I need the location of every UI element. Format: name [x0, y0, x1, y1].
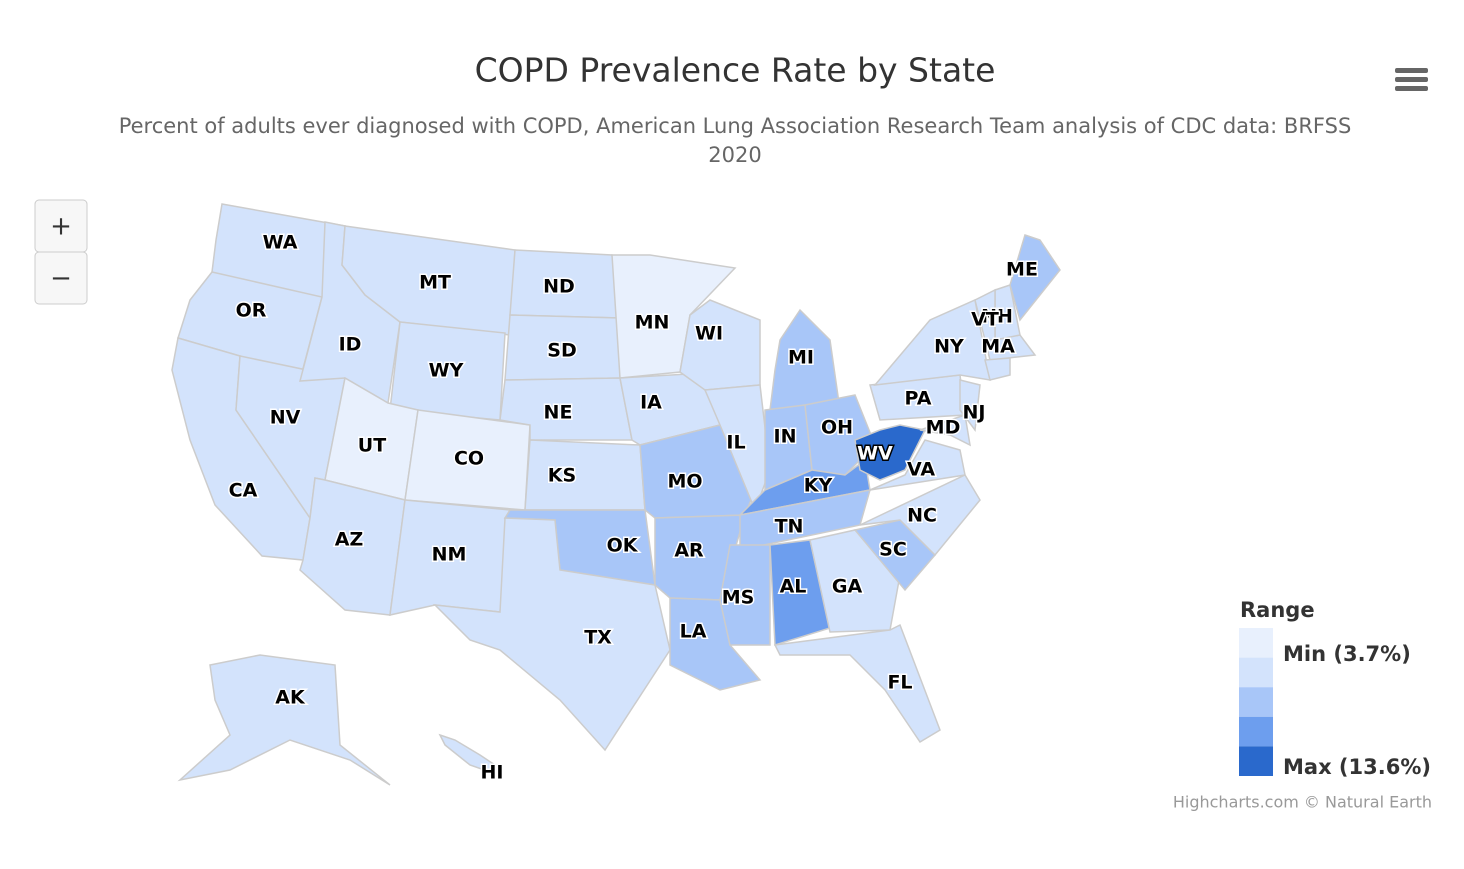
- state-label: KS: [548, 465, 576, 487]
- state-label: WV: [857, 443, 893, 465]
- subtitle: Percent of adults ever diagnosed with CO…: [118, 114, 1352, 167]
- state-label: IN: [774, 426, 797, 448]
- state[interactable]: [869, 439, 966, 491]
- state[interactable]: [919, 414, 971, 447]
- state-label: FL: [887, 672, 912, 694]
- state[interactable]: [1009, 234, 1061, 322]
- state-label: IL: [726, 432, 745, 454]
- legend-band: [1239, 746, 1273, 776]
- state-label: OK: [607, 535, 639, 557]
- state-label: WI: [695, 323, 723, 345]
- menu-bar: [1395, 68, 1428, 73]
- state[interactable]: [524, 439, 646, 511]
- state[interactable]: [177, 654, 391, 786]
- state-label: NV: [270, 407, 301, 429]
- state[interactable]: [859, 474, 981, 557]
- menu-button[interactable]: [1395, 68, 1428, 91]
- credits[interactable]: Highcharts.com © Natural Earth: [1173, 793, 1432, 812]
- state-label: OH: [821, 417, 853, 439]
- state-label: ND: [543, 276, 575, 298]
- state-label: NM: [432, 544, 467, 566]
- state-label: AL: [780, 576, 807, 598]
- state-label: NE: [544, 402, 573, 424]
- state-label: VT: [971, 309, 999, 331]
- state-label: NJ: [963, 402, 986, 424]
- state[interactable]: [438, 733, 497, 773]
- legend-band: [1239, 687, 1273, 717]
- state-label: NC: [907, 505, 937, 527]
- legend: [1239, 628, 1273, 776]
- title: COPD Prevalence Rate by State: [475, 51, 996, 90]
- state-label: OR: [236, 300, 267, 322]
- state-label: SC: [879, 539, 907, 561]
- state-label: KY: [804, 475, 833, 497]
- state-label: TN: [775, 516, 804, 538]
- state-label: MD: [926, 417, 961, 439]
- state[interactable]: [959, 379, 981, 432]
- legend-min: Min (3.7%): [1283, 642, 1411, 666]
- state-label: CO: [454, 448, 484, 470]
- state-label: GA: [832, 576, 863, 598]
- state-label: MO: [667, 471, 702, 493]
- state[interactable]: [873, 298, 991, 386]
- menu-bar: [1395, 86, 1428, 91]
- state-label: AK: [275, 687, 306, 709]
- state-label: WY: [429, 360, 464, 382]
- legend-max: Max (13.6%): [1283, 755, 1431, 779]
- state-label: ME: [1006, 259, 1038, 281]
- state-label: PA: [905, 388, 932, 410]
- zoom-in[interactable]: +: [34, 199, 88, 253]
- state[interactable]: [773, 623, 941, 744]
- state-label: ID: [339, 334, 362, 356]
- state[interactable]: [703, 384, 771, 513]
- state[interactable]: [854, 424, 927, 481]
- state-label: WA: [263, 232, 298, 254]
- zoom-out-label: −: [50, 264, 72, 294]
- state-label: TX: [584, 627, 612, 649]
- state-label: SD: [547, 340, 576, 362]
- legend-band: [1239, 716, 1273, 747]
- legend-title: Range: [1240, 598, 1315, 622]
- state[interactable]: [719, 544, 771, 646]
- state-label: MI: [788, 347, 814, 369]
- state-labels: WA OR CA NV ID MT WY UT CO AZ NM ND SD NE KS OK TX MN IA MO…: [227, 230, 1039, 785]
- legend-band: [1239, 657, 1273, 688]
- state-label: NH: [981, 306, 1013, 328]
- state-label: CA: [229, 480, 258, 502]
- state[interactable]: [984, 357, 1011, 381]
- state-label: MA: [981, 336, 1015, 358]
- state-label: HI: [481, 762, 504, 784]
- zoom-in-label: +: [50, 212, 72, 242]
- state-label: VA: [907, 459, 935, 481]
- state[interactable]: [432, 517, 671, 752]
- state-label: AR: [674, 540, 704, 562]
- state-label: MS: [722, 587, 755, 609]
- state-label: UT: [358, 435, 386, 457]
- subtitle-box: Percent of adults ever diagnosed with CO…: [118, 114, 1352, 167]
- zoom-out[interactable]: −: [34, 251, 88, 305]
- zoom-out-button[interactable]: [34, 251, 88, 305]
- states: [171, 203, 1061, 786]
- state-label: AZ: [335, 529, 363, 551]
- legend-band: [1239, 628, 1273, 658]
- menu-bar: [1395, 77, 1428, 82]
- state-label: MN: [635, 312, 670, 334]
- state[interactable]: [679, 299, 761, 391]
- state-label: NY: [934, 336, 964, 358]
- state[interactable]: [974, 288, 996, 341]
- state-label: LA: [680, 621, 707, 643]
- state-label: MT: [419, 272, 451, 294]
- state-label: IA: [640, 392, 662, 414]
